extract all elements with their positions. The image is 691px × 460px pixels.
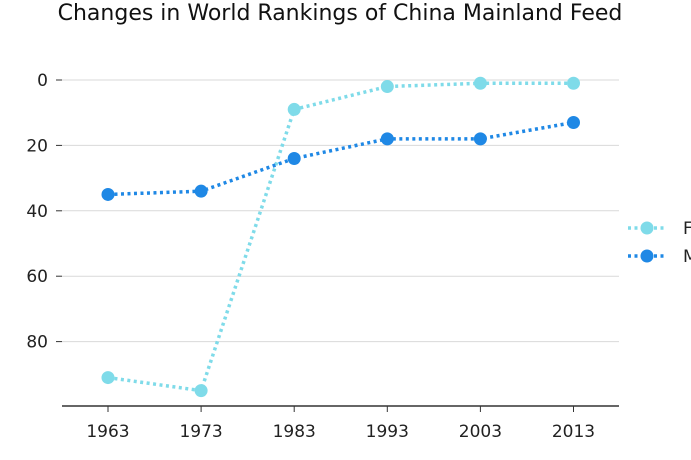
legend: FM [628,219,691,267]
data-point [380,80,394,94]
data-point [194,384,208,398]
data-point [287,151,301,165]
y-tick-label: 0 [37,71,48,91]
x-axis: 1963 1973 1983 1993 2003 2013 [62,405,619,442]
series-m [101,116,580,201]
legend-label: M [683,247,691,267]
legend-item: M [628,247,691,267]
y-tick-label: 40 [26,202,48,222]
series-layer [101,76,580,398]
x-tick-label: 1973 [179,422,222,442]
x-tick-label: 2013 [552,422,595,442]
legend-marker [640,249,654,263]
data-point [287,102,301,116]
legend-marker [640,221,654,235]
data-point [380,132,394,146]
data-point [473,76,487,90]
y-tick-label: 60 [26,267,48,287]
series-line [107,120,574,197]
y-axis: 0 20 40 60 80 [26,71,62,353]
legend-label: F [683,219,691,239]
data-point [101,371,115,385]
data-point [194,184,208,198]
chart-title: Changes in World Rankings of China Mainl… [58,1,623,26]
data-point [567,76,580,90]
x-tick-label: 1983 [273,422,316,442]
x-tick-label: 1963 [86,422,129,442]
grid-lines [62,79,619,343]
x-tick-label: 2003 [459,422,502,442]
data-point [473,132,487,146]
y-tick-label: 80 [26,333,48,353]
data-point [101,187,115,201]
data-point [567,116,580,130]
x-tick-label: 1993 [366,422,409,442]
y-tick-label: 20 [26,136,48,156]
series-f [101,76,580,398]
legend-item: F [628,219,691,239]
series-line [107,81,574,393]
